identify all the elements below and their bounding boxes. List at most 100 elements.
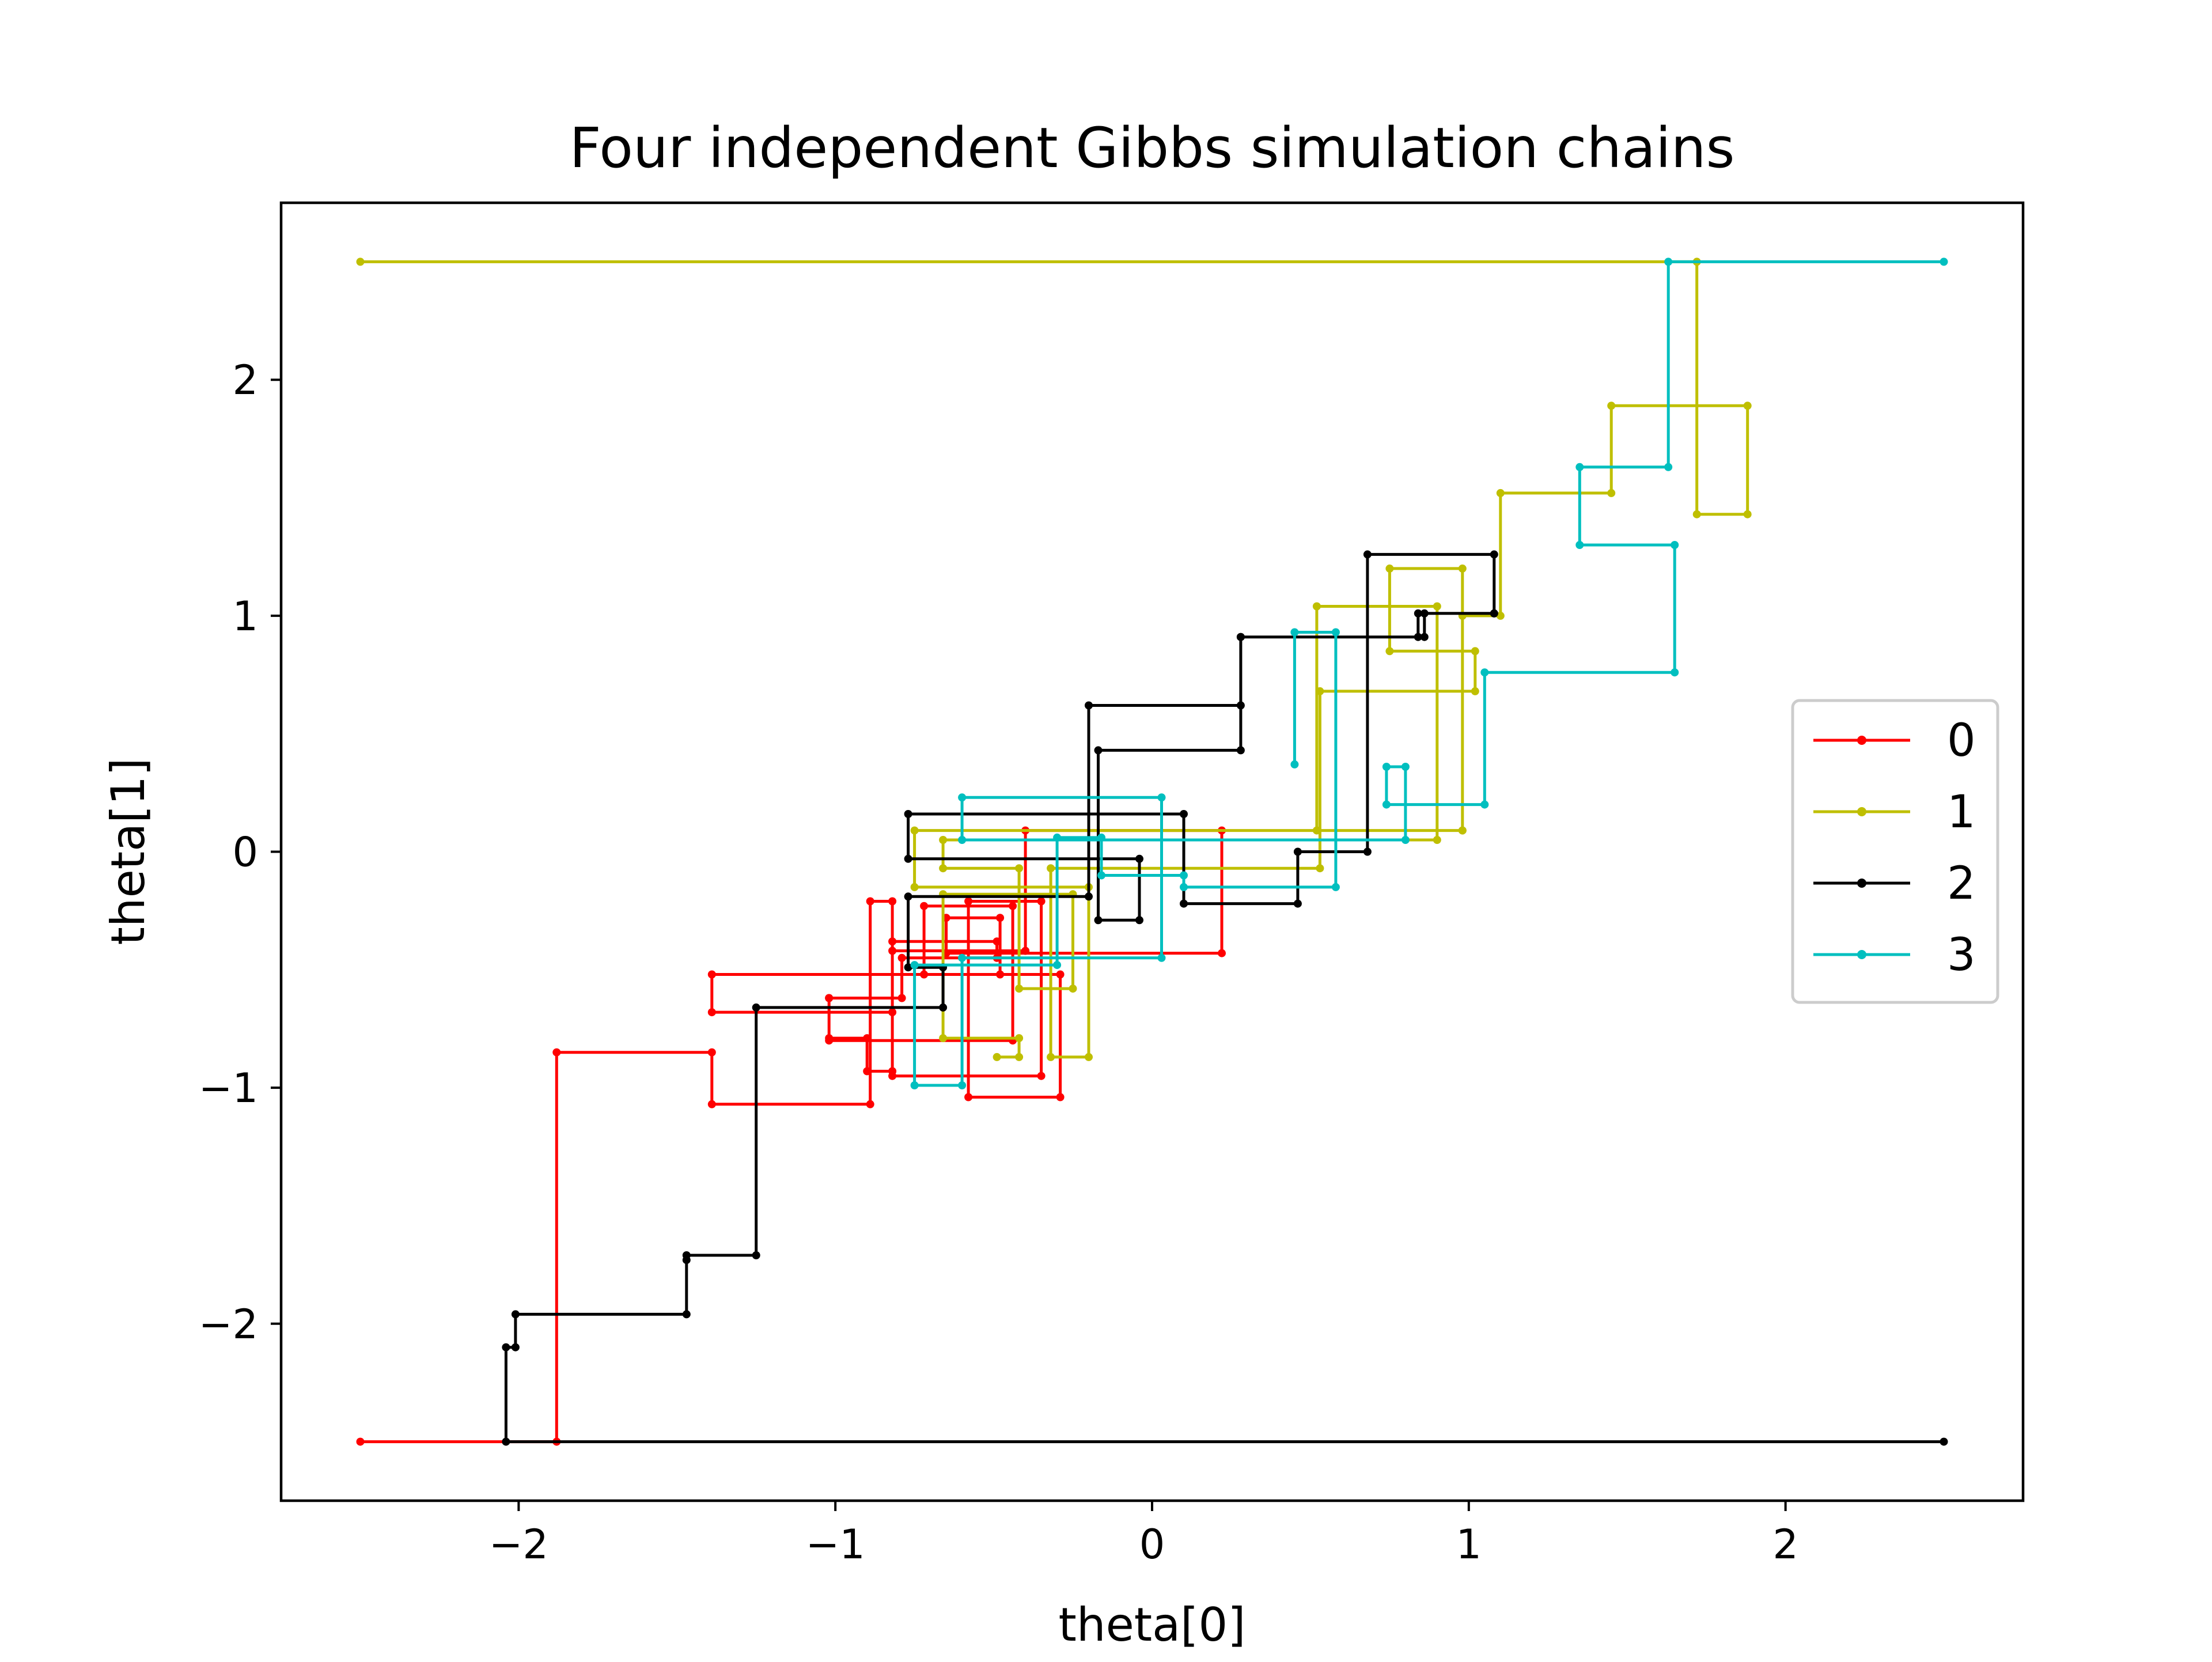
legend-swatch-marker <box>1857 879 1866 888</box>
data-point <box>888 1072 897 1080</box>
data-point <box>863 1034 872 1043</box>
data-point <box>1575 541 1584 549</box>
legend-item-3: 3 <box>1813 929 1976 981</box>
data-point <box>939 864 948 873</box>
data-point <box>1021 947 1030 955</box>
legend: 0 1 2 3 <box>1791 699 1999 1004</box>
data-point <box>1015 1034 1024 1043</box>
y-tick-label: −2 <box>199 1301 258 1348</box>
data-point <box>1180 810 1188 818</box>
data-point <box>1180 883 1188 891</box>
data-point <box>866 1100 874 1108</box>
data-point <box>1607 489 1616 497</box>
data-point <box>1094 746 1103 755</box>
data-point <box>904 892 912 901</box>
legend-swatch-marker <box>1857 807 1866 816</box>
data-point <box>1293 847 1302 856</box>
legend-label: 2 <box>1947 858 1976 910</box>
y-axis-label: theta[1] <box>101 758 155 945</box>
legend-item-2: 2 <box>1813 858 1976 910</box>
y-tick-label: 1 <box>232 593 258 640</box>
data-point <box>1218 949 1226 957</box>
data-point <box>958 793 967 802</box>
x-tick-label: −2 <box>489 1521 548 1568</box>
data-point <box>1236 701 1245 710</box>
data-point <box>1316 687 1324 695</box>
data-point <box>1414 609 1422 618</box>
data-point <box>825 1036 834 1045</box>
data-point <box>1097 871 1105 880</box>
data-point <box>1047 1053 1055 1061</box>
data-point <box>707 970 716 979</box>
series-2 <box>502 550 1948 1446</box>
data-point <box>1293 899 1302 908</box>
data-point <box>1135 916 1143 925</box>
data-point <box>1009 902 1017 910</box>
data-point <box>920 902 929 910</box>
data-point <box>356 258 365 266</box>
data-point <box>1433 836 1441 844</box>
x-axis-label: theta[0] <box>1059 1598 1246 1652</box>
data-point <box>939 1034 948 1043</box>
data-point <box>888 1008 897 1017</box>
data-point <box>1458 826 1467 835</box>
x-axis-ticks: −2 −1 0 1 2 <box>489 1501 1798 1568</box>
data-point <box>1420 609 1429 618</box>
data-point <box>1363 847 1372 856</box>
data-point <box>1385 564 1394 573</box>
legend-label: 0 <box>1947 715 1976 767</box>
x-tick-label: 1 <box>1456 1521 1482 1568</box>
data-point <box>1433 602 1441 611</box>
data-point <box>910 883 919 891</box>
data-point <box>1180 871 1188 880</box>
data-point <box>910 826 919 835</box>
legend-swatch-marker <box>1857 736 1866 745</box>
data-point <box>1385 647 1394 656</box>
data-point <box>552 1048 561 1057</box>
data-point <box>356 1437 365 1446</box>
data-point <box>1290 628 1299 637</box>
x-tick-label: −1 <box>806 1521 865 1568</box>
data-point <box>707 1008 716 1017</box>
legend-swatch-marker <box>1857 950 1866 959</box>
data-point <box>1664 463 1673 471</box>
data-point <box>964 1093 973 1101</box>
data-point <box>1037 1072 1046 1080</box>
data-point <box>1053 833 1062 842</box>
data-point <box>1085 892 1093 901</box>
data-point <box>897 953 906 962</box>
data-point <box>1414 633 1422 641</box>
series-line-1 <box>360 260 1749 1059</box>
data-point <box>1471 687 1479 695</box>
data-point <box>1692 510 1701 518</box>
data-point <box>682 1251 691 1259</box>
data-point <box>904 854 912 863</box>
data-point <box>1236 633 1245 641</box>
data-point <box>1015 864 1024 873</box>
data-point <box>958 836 967 844</box>
x-tick-label: 0 <box>1139 1521 1165 1568</box>
data-point <box>888 937 897 946</box>
data-point <box>1490 609 1498 618</box>
data-point <box>996 914 1005 922</box>
data-point <box>866 897 874 906</box>
data-point <box>502 1437 510 1446</box>
data-point <box>1331 628 1340 637</box>
data-point <box>1290 760 1299 768</box>
data-point <box>1607 402 1616 410</box>
data-point <box>1015 1053 1024 1061</box>
data-point <box>1157 953 1166 962</box>
data-point <box>1312 826 1321 835</box>
data-point <box>1135 854 1143 863</box>
data-point <box>1085 1053 1093 1061</box>
data-point <box>904 810 912 818</box>
data-point <box>1097 833 1105 842</box>
data-point <box>752 1251 760 1259</box>
data-point <box>1743 510 1752 518</box>
data-point <box>1157 793 1166 802</box>
data-point <box>1458 564 1467 573</box>
data-point <box>993 1053 1001 1061</box>
y-tick-label: −1 <box>199 1065 258 1112</box>
series-1 <box>356 258 1752 1061</box>
